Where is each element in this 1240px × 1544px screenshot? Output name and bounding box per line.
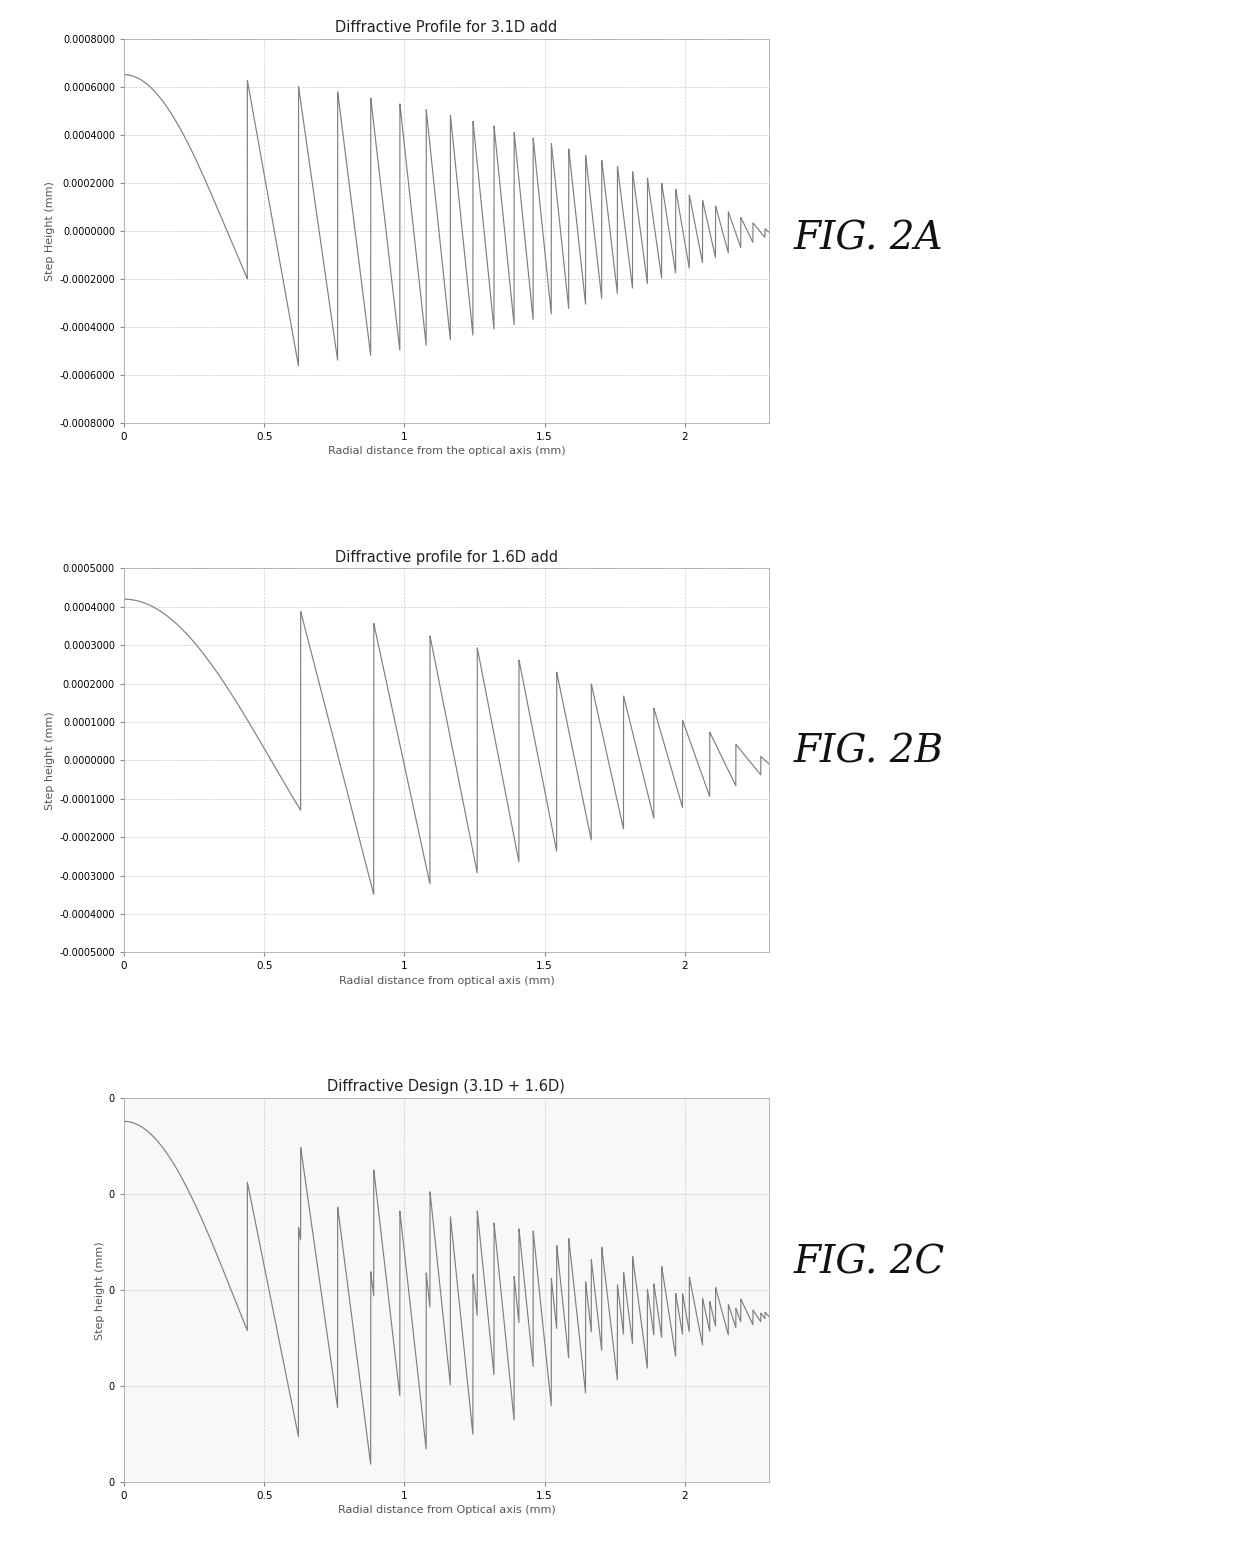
X-axis label: Radial distance from optical axis (mm): Radial distance from optical axis (mm) [339,976,554,985]
Y-axis label: Step height (mm): Step height (mm) [45,712,56,809]
Title: Diffractive profile for 1.6D add: Diffractive profile for 1.6D add [335,550,558,565]
Title: Diffractive Profile for 3.1D add: Diffractive Profile for 3.1D add [335,20,558,34]
X-axis label: Radial distance from Optical axis (mm): Radial distance from Optical axis (mm) [337,1505,556,1515]
Y-axis label: Step Height (mm): Step Height (mm) [45,181,56,281]
Title: Diffractive Design (3.1D + 1.6D): Diffractive Design (3.1D + 1.6D) [327,1079,565,1095]
Y-axis label: Step height (mm): Step height (mm) [94,1241,104,1340]
X-axis label: Radial distance from the optical axis (mm): Radial distance from the optical axis (m… [327,446,565,455]
Text: FIG. 2B: FIG. 2B [794,733,944,770]
Text: FIG. 2C: FIG. 2C [794,1244,945,1282]
Text: FIG. 2A: FIG. 2A [794,221,944,258]
